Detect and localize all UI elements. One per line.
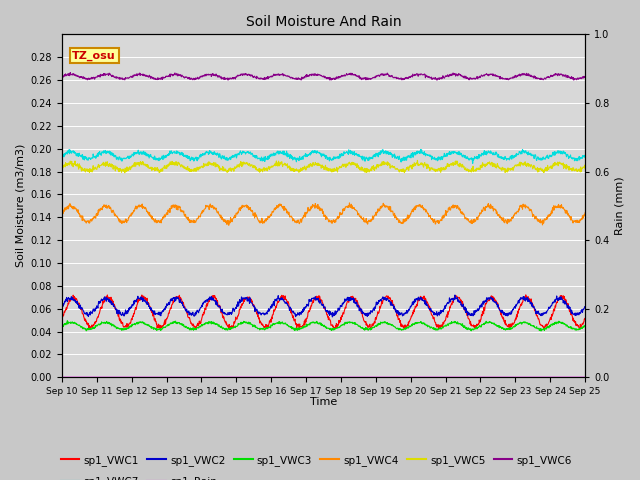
sp1_VWC2 (405, 306, 413, 312)
sp1_VWC5 (121, 170, 129, 176)
sp1_VWC3 (175, 320, 182, 325)
Legend: sp1_VWC7, sp1_Rain: sp1_VWC7, sp1_Rain (56, 472, 221, 480)
sp1_VWC7 (417, 146, 424, 152)
sp1_VWC2 (58, 303, 66, 309)
sp1_Rain (174, 374, 182, 380)
sp1_VWC2 (174, 295, 182, 300)
sp1_Rain (162, 374, 170, 380)
Line: sp1_VWC2: sp1_VWC2 (62, 295, 585, 317)
sp1_VWC4 (581, 210, 589, 216)
sp1_Rain (581, 374, 589, 380)
sp1_VWC3 (537, 328, 545, 334)
Line: sp1_VWC4: sp1_VWC4 (62, 203, 585, 225)
sp1_VWC3 (58, 324, 66, 330)
sp1_VWC3 (162, 324, 170, 329)
sp1_VWC5 (405, 168, 413, 173)
sp1_VWC4 (474, 216, 481, 222)
sp1_VWC4 (405, 212, 413, 218)
sp1_VWC7 (404, 153, 412, 158)
sp1_VWC6 (520, 72, 527, 77)
sp1_VWC5 (474, 167, 481, 172)
Y-axis label: Soil Moisture (m3/m3): Soil Moisture (m3/m3) (15, 144, 25, 267)
Text: TZ_osu: TZ_osu (72, 50, 116, 60)
sp1_VWC7 (469, 160, 477, 166)
sp1_VWC7 (581, 154, 589, 159)
sp1_VWC4 (58, 211, 66, 216)
sp1_VWC4 (225, 222, 232, 228)
sp1_VWC6 (581, 74, 589, 80)
sp1_VWC1 (473, 323, 481, 328)
sp1_VWC7 (162, 153, 170, 158)
sp1_VWC6 (58, 73, 66, 79)
sp1_VWC1 (522, 292, 530, 298)
sp1_VWC2 (451, 292, 459, 298)
sp1_VWC1 (234, 316, 241, 322)
sp1_VWC1 (520, 296, 527, 301)
Line: sp1_VWC6: sp1_VWC6 (62, 72, 585, 80)
sp1_Rain (233, 374, 241, 380)
sp1_VWC1 (162, 318, 170, 324)
sp1_VWC7 (174, 149, 182, 155)
sp1_VWC3 (473, 326, 481, 332)
sp1_VWC2 (474, 306, 481, 312)
sp1_VWC2 (162, 304, 170, 310)
sp1_VWC4 (162, 213, 170, 218)
sp1_VWC3 (405, 324, 413, 330)
Title: Soil Moisture And Rain: Soil Moisture And Rain (246, 15, 401, 29)
sp1_VWC3 (234, 324, 241, 329)
sp1_VWC1 (87, 326, 95, 332)
sp1_VWC6 (162, 73, 170, 79)
sp1_VWC1 (581, 315, 589, 321)
sp1_Rain (404, 374, 412, 380)
sp1_VWC6 (234, 72, 241, 78)
sp1_VWC2 (520, 297, 527, 302)
sp1_Rain (58, 374, 66, 380)
sp1_Rain (473, 374, 481, 380)
sp1_VWC4 (174, 203, 182, 209)
sp1_VWC7 (520, 149, 527, 155)
sp1_VWC1 (405, 321, 413, 326)
Line: sp1_VWC5: sp1_VWC5 (62, 160, 585, 173)
sp1_VWC1 (175, 294, 182, 300)
sp1_VWC1 (58, 316, 66, 322)
sp1_VWC7 (474, 154, 481, 160)
sp1_VWC6 (175, 73, 182, 79)
sp1_VWC4 (234, 211, 241, 217)
sp1_VWC7 (58, 151, 66, 156)
sp1_VWC4 (346, 200, 353, 206)
sp1_VWC3 (581, 323, 589, 329)
sp1_VWC2 (233, 302, 241, 308)
sp1_VWC6 (474, 76, 481, 82)
sp1_VWC5 (175, 161, 182, 167)
X-axis label: Time: Time (310, 397, 337, 408)
sp1_VWC7 (233, 154, 241, 160)
sp1_VWC6 (67, 70, 74, 75)
sp1_VWC5 (581, 166, 589, 171)
sp1_VWC6 (224, 77, 232, 83)
Line: sp1_VWC1: sp1_VWC1 (62, 295, 585, 329)
sp1_VWC2 (328, 314, 336, 320)
Line: sp1_VWC3: sp1_VWC3 (62, 321, 585, 331)
Line: sp1_VWC7: sp1_VWC7 (62, 149, 585, 163)
sp1_VWC2 (581, 304, 589, 310)
sp1_VWC5 (162, 165, 170, 170)
sp1_VWC6 (405, 74, 413, 80)
sp1_VWC3 (520, 319, 527, 325)
sp1_VWC4 (520, 204, 527, 209)
Legend: sp1_VWC1, sp1_VWC2, sp1_VWC3, sp1_VWC4, sp1_VWC5, sp1_VWC6: sp1_VWC1, sp1_VWC2, sp1_VWC3, sp1_VWC4, … (56, 451, 576, 470)
sp1_VWC5 (413, 157, 421, 163)
sp1_VWC5 (58, 164, 66, 170)
sp1_VWC5 (520, 162, 527, 168)
Y-axis label: Rain (mm): Rain (mm) (615, 177, 625, 235)
sp1_VWC3 (63, 318, 71, 324)
sp1_Rain (519, 374, 527, 380)
sp1_VWC5 (234, 162, 241, 168)
